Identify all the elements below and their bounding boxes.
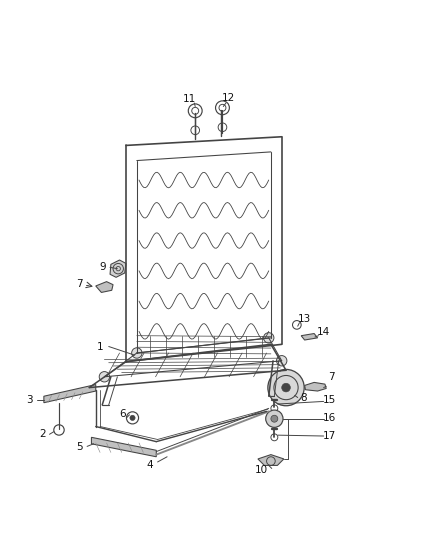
Text: 7: 7 — [328, 372, 335, 382]
Polygon shape — [304, 382, 326, 391]
Text: 14: 14 — [317, 327, 330, 337]
Text: 17: 17 — [323, 431, 336, 441]
Text: 13: 13 — [298, 314, 311, 324]
Text: 3: 3 — [26, 395, 33, 405]
Circle shape — [130, 415, 135, 421]
Polygon shape — [44, 384, 96, 403]
Polygon shape — [258, 455, 284, 465]
Text: 2: 2 — [39, 429, 46, 439]
Circle shape — [132, 348, 142, 358]
Text: 11: 11 — [183, 94, 196, 104]
Text: 9: 9 — [99, 262, 106, 271]
Text: 16: 16 — [323, 413, 336, 423]
Circle shape — [99, 372, 110, 382]
Circle shape — [271, 415, 278, 422]
Text: 4: 4 — [146, 459, 153, 470]
Text: 15: 15 — [323, 395, 336, 405]
Text: 8: 8 — [300, 393, 307, 403]
Polygon shape — [92, 437, 156, 457]
Circle shape — [268, 369, 304, 406]
Circle shape — [264, 333, 274, 343]
Polygon shape — [301, 334, 318, 340]
Text: 6: 6 — [120, 408, 126, 418]
Text: 1: 1 — [97, 342, 103, 351]
Polygon shape — [110, 260, 126, 277]
Polygon shape — [96, 281, 113, 293]
Circle shape — [276, 356, 287, 366]
Text: 5: 5 — [77, 442, 83, 453]
Text: 12: 12 — [222, 93, 235, 103]
Circle shape — [266, 410, 283, 427]
Text: 10: 10 — [255, 465, 268, 475]
Text: 7: 7 — [77, 279, 83, 289]
Circle shape — [282, 383, 290, 392]
